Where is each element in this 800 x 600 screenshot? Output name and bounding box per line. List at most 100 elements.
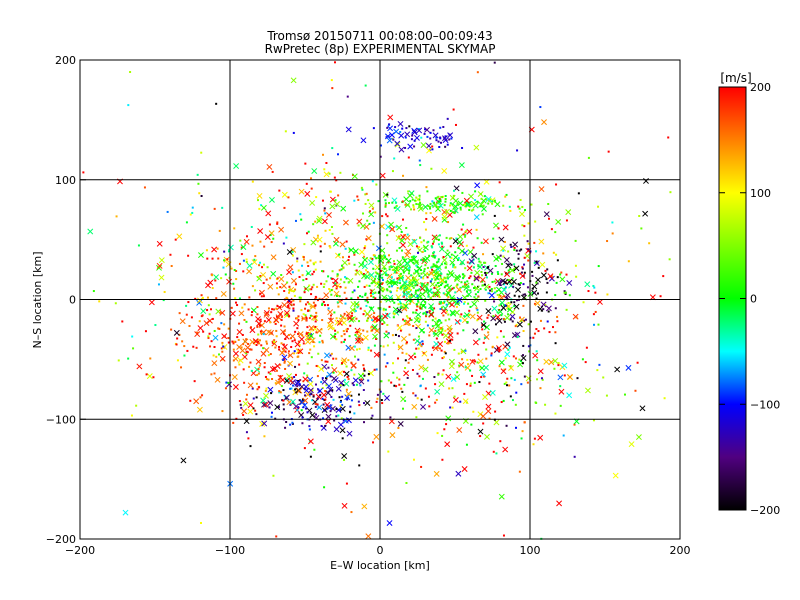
scatter-point-dot <box>476 71 479 74</box>
scatter-point-dot <box>387 261 390 264</box>
scatter-point-dot <box>98 300 101 303</box>
scatter-point-x <box>452 203 459 210</box>
scatter-point-x <box>286 269 293 276</box>
scatter-point-dot <box>445 423 448 426</box>
scatter-point-x <box>373 351 380 358</box>
scatter-point-dot <box>496 270 499 273</box>
scatter-point-dot <box>398 383 401 386</box>
scatter-point-dot <box>401 200 404 203</box>
scatter-point-dot <box>442 195 445 198</box>
scatter-point-x <box>472 339 479 346</box>
scatter-point-x <box>428 311 435 318</box>
scatter-point-dot <box>441 328 444 331</box>
scatter-point-x <box>450 376 457 382</box>
scatter-point-dot <box>423 311 426 314</box>
scatter-point-x <box>434 388 441 395</box>
scatter-point-dot <box>312 283 315 286</box>
scatter-point-dot <box>504 304 507 307</box>
scatter-point-dot <box>381 215 384 218</box>
scatter-point-x <box>473 144 480 151</box>
scatter-point-dot <box>405 352 408 355</box>
scatter-point-x <box>333 236 340 243</box>
scatter-point-dot <box>431 254 434 257</box>
scatter-point-x <box>333 426 340 433</box>
scatter-point-x <box>399 237 405 244</box>
scatter-point-dot <box>309 333 312 336</box>
scatter-point-dot <box>370 417 373 420</box>
scatter-point-dot <box>414 356 417 359</box>
scatter-point-dot <box>353 345 356 348</box>
scatter-point-x <box>122 509 129 516</box>
scatter-point-dot <box>391 334 394 337</box>
scatter-point-dot <box>428 310 431 313</box>
scatter-point-x <box>324 401 331 408</box>
scatter-point-x <box>539 261 546 268</box>
scatter-point-dot <box>265 278 268 281</box>
scatter-point-x <box>274 404 281 411</box>
scatter-point-x <box>332 281 338 288</box>
scatter-point-dot <box>368 210 371 213</box>
scatter-point-dot <box>520 437 523 440</box>
scatter-point-dot <box>540 377 543 380</box>
scatter-point-dot <box>297 379 300 382</box>
scatter-point-dot <box>402 292 405 295</box>
scatter-point-x <box>473 285 480 292</box>
scatter-point-dot <box>309 338 312 341</box>
scatter-point-x <box>232 384 239 390</box>
scatter-point-x <box>265 210 272 217</box>
scatter-point-dot <box>365 319 368 322</box>
scatter-point-dot <box>344 276 347 279</box>
scatter-point-dot <box>548 217 551 220</box>
scatter-point-dot <box>455 285 458 288</box>
scatter-point-x <box>498 359 505 366</box>
scatter-point-dot <box>215 297 218 300</box>
scatter-point-dot <box>270 311 273 314</box>
scatter-point-dot <box>320 282 323 285</box>
scatter-point-dot <box>392 279 395 282</box>
scatter-point-dot <box>322 403 325 406</box>
scatter-point-x <box>260 397 267 404</box>
scatter-point-dot <box>573 455 576 458</box>
scatter-point-x <box>387 125 394 132</box>
scatter-point-dot <box>527 242 530 245</box>
scatter-point-dot <box>371 257 374 260</box>
scatter-point-x <box>491 305 498 312</box>
scatter-point-dot <box>403 284 406 287</box>
scatter-point-dot <box>478 276 481 279</box>
scatter-point-dot <box>343 378 346 381</box>
scatter-point-dot <box>376 393 379 396</box>
scatter-point-dot <box>345 482 348 485</box>
scatter-point-dot <box>294 219 297 222</box>
scatter-point-dot <box>401 284 404 287</box>
scatter-point-dot <box>438 145 441 148</box>
scatter-point-dot <box>336 301 339 304</box>
scatter-point-dot <box>473 381 476 384</box>
scatter-point-dot <box>461 358 464 361</box>
scatter-point-dot <box>506 384 509 387</box>
scatter-point-dot <box>394 201 397 204</box>
scatter-point-dot <box>472 246 475 249</box>
scatter-point-dot <box>174 238 177 241</box>
scatter-point-dot <box>404 308 407 311</box>
scatter-point-x <box>488 292 495 299</box>
scatter-point-dot <box>343 291 346 294</box>
scatter-point-dot <box>382 287 385 290</box>
scatter-point-dot <box>388 123 391 126</box>
scatter-point-x <box>566 373 573 380</box>
scatter-point-dot <box>497 227 500 230</box>
scatter-point-dot <box>306 301 309 304</box>
scatter-point-dot <box>393 312 396 315</box>
scatter-point-dot <box>373 344 376 347</box>
scatter-point-dot <box>278 345 281 348</box>
scatter-point-dot <box>444 195 447 198</box>
scatter-point-dot <box>374 297 377 300</box>
scatter-point-dot <box>523 234 526 237</box>
scatter-point-dot <box>274 322 277 325</box>
scatter-point-dot <box>409 299 412 302</box>
scatter-point-dot <box>206 309 209 312</box>
scatter-point-dot <box>434 329 437 332</box>
scatter-point-dot <box>480 270 483 273</box>
scatter-point-dot <box>307 230 310 233</box>
scatter-point-x <box>227 244 234 251</box>
